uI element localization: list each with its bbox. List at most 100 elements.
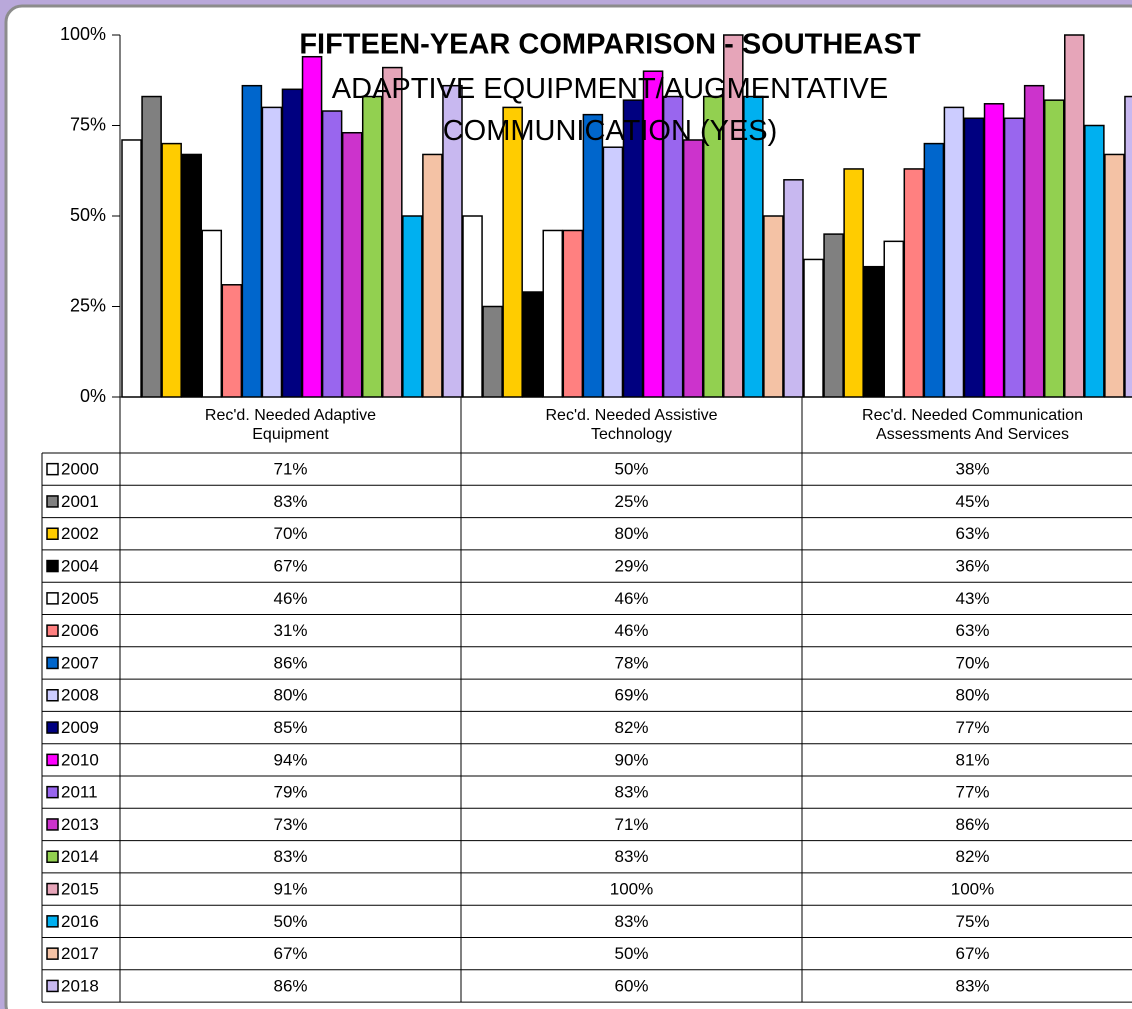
- bar: [562, 229, 584, 398]
- y-tick-label: 50%: [70, 205, 106, 225]
- table-value: 85%: [273, 718, 307, 737]
- legend-key: [46, 947, 59, 960]
- legend-key: [46, 979, 59, 993]
- table-value: 94%: [273, 750, 307, 769]
- table-value: 100%: [610, 880, 653, 899]
- bar: [241, 84, 263, 398]
- bar: [1104, 153, 1125, 398]
- bar: [1124, 95, 1132, 398]
- bar: [462, 215, 483, 398]
- table-value: 38%: [955, 460, 989, 479]
- table-value: 83%: [273, 847, 307, 866]
- chart-title: FIFTEEN-YEAR COMPARISON - SOUTHEAST: [299, 29, 921, 61]
- legend-label: 2000: [61, 460, 99, 479]
- bar: [682, 139, 704, 398]
- bar: [261, 106, 283, 398]
- bar: [221, 284, 243, 398]
- category-label: Rec'd. Needed Adaptive Equipment: [204, 407, 377, 443]
- table-value: 80%: [273, 686, 307, 705]
- category-label: Rec'd. Needed Assistive Technology: [545, 407, 718, 443]
- bar: [963, 117, 985, 398]
- table-value: 86%: [273, 653, 307, 672]
- table-value: 83%: [955, 976, 989, 995]
- table-value: 36%: [955, 557, 989, 576]
- legend-label: 2006: [61, 621, 99, 640]
- legend-label: 2009: [61, 718, 99, 737]
- table-value: 43%: [955, 589, 989, 608]
- table-value: 91%: [273, 880, 307, 899]
- table-value: 77%: [955, 783, 989, 802]
- bar: [943, 106, 965, 398]
- bar: [983, 103, 1005, 398]
- table-value: 46%: [614, 589, 648, 608]
- bar: [161, 142, 182, 398]
- bar: [783, 179, 804, 398]
- bar: [602, 146, 624, 398]
- bar: [141, 95, 162, 398]
- legend-label: 2004: [61, 557, 99, 576]
- table-value: 78%: [614, 653, 648, 672]
- bar: [341, 131, 363, 398]
- bar: [522, 291, 543, 398]
- table-value: 75%: [955, 912, 989, 931]
- legend-key: [46, 559, 59, 573]
- y-tick-label: 25%: [70, 295, 106, 315]
- table-value: 31%: [273, 621, 307, 640]
- table-value: 69%: [614, 686, 648, 705]
- legend-label: 2005: [61, 589, 99, 608]
- category-label-box: Rec'd. Needed Adaptive Equipment: [204, 407, 377, 443]
- legend-label: 2016: [61, 912, 99, 931]
- legend-label: 2011: [61, 783, 98, 802]
- table-value: 71%: [273, 460, 307, 479]
- table-value: 67%: [273, 944, 307, 963]
- table-value: 50%: [273, 912, 307, 931]
- bar: [763, 215, 784, 398]
- bar: [823, 233, 844, 398]
- legend-label: 2018: [61, 976, 99, 995]
- table-value: 83%: [614, 783, 648, 802]
- legend-label: 2013: [61, 815, 99, 834]
- table-value: 80%: [955, 686, 989, 705]
- chart-subtitle: ADAPTIVE EQUIPMENT/AUGMENTATIVE COMMUNIC…: [331, 73, 889, 147]
- table-value: 29%: [614, 557, 648, 576]
- bar: [1064, 34, 1085, 398]
- y-tick-label: 75%: [70, 114, 106, 134]
- bar: [422, 153, 443, 398]
- bar: [1003, 117, 1025, 398]
- table-value: 79%: [273, 783, 307, 802]
- legend-key: [46, 882, 59, 896]
- table-value: 77%: [955, 718, 989, 737]
- table-value: 100%: [951, 880, 994, 899]
- table-value: 82%: [614, 718, 648, 737]
- bar: [923, 142, 945, 398]
- bar: [803, 258, 824, 398]
- table-value: 63%: [955, 524, 989, 543]
- table-value: 83%: [614, 912, 648, 931]
- y-tick-label: 100%: [60, 24, 106, 44]
- legend-label: 2014: [61, 847, 99, 866]
- legend-key: [46, 689, 59, 702]
- bar: [843, 168, 864, 398]
- table-value: 45%: [955, 492, 989, 511]
- category-label-box: Rec'd. Needed Communication Assessments …: [862, 407, 1083, 443]
- table-value: 50%: [614, 460, 648, 479]
- legend-key: [46, 785, 59, 799]
- bar: [201, 229, 223, 398]
- table-value: 60%: [614, 976, 648, 995]
- bar: [1023, 84, 1045, 398]
- legend-key: [46, 462, 59, 476]
- legend-key: [46, 753, 59, 767]
- legend-label: 2017: [61, 944, 99, 963]
- table-value: 71%: [614, 815, 648, 834]
- legend-key: [46, 721, 59, 734]
- legend-key: [46, 915, 59, 928]
- bar: [402, 215, 423, 398]
- table-value: 46%: [273, 589, 307, 608]
- chart-subtitle-box: ADAPTIVE EQUIPMENT/AUGMENTATIVE COMMUNIC…: [331, 73, 889, 147]
- table-value: 70%: [273, 524, 307, 543]
- table-value: 50%: [614, 944, 648, 963]
- table-value: 81%: [955, 750, 989, 769]
- table-value: 86%: [273, 976, 307, 995]
